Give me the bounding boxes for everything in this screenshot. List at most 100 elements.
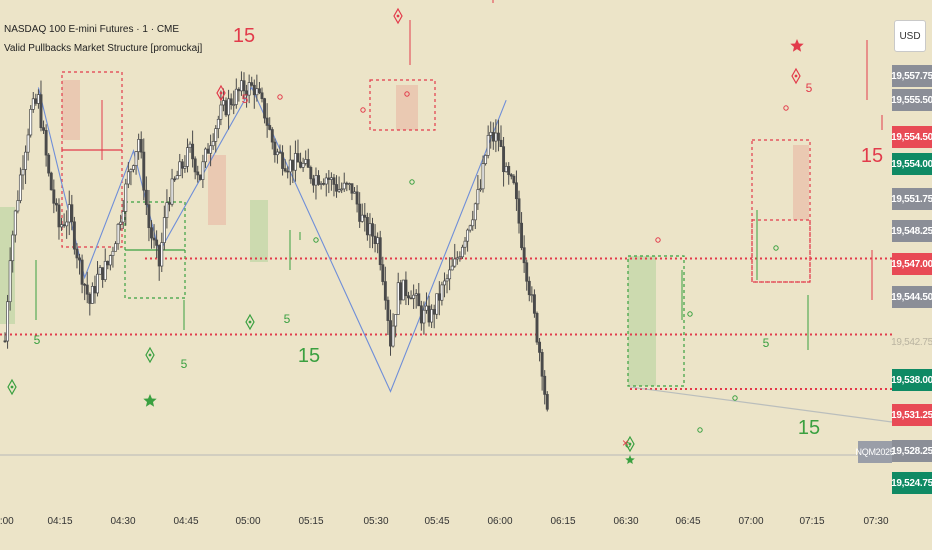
candle-body <box>381 264 385 282</box>
candle <box>540 348 544 391</box>
candle <box>268 117 272 131</box>
candle-body <box>54 202 58 206</box>
candle <box>129 168 133 186</box>
candle <box>196 165 200 183</box>
candle-body <box>232 104 236 106</box>
candle <box>247 74 251 104</box>
candle-body <box>461 246 464 258</box>
candle <box>168 197 171 212</box>
candle-body <box>227 98 231 116</box>
candle-body <box>116 223 120 245</box>
currency-selector[interactable]: USD <box>894 20 926 52</box>
candle <box>60 217 63 231</box>
pivot-diamond-dot <box>10 385 14 389</box>
price-tag: 19,554.50 <box>891 126 932 148</box>
candle-body <box>173 178 177 181</box>
time-label: 05:00 <box>235 516 261 527</box>
candle-body <box>78 257 81 261</box>
time-label: 05:30 <box>363 516 389 527</box>
candle-body <box>273 141 277 156</box>
candle-body <box>175 175 179 180</box>
candle <box>509 173 513 180</box>
price-tag: 19,528.25 <box>891 440 932 462</box>
candle <box>448 257 452 291</box>
candle-body <box>18 174 22 201</box>
symbol-legend[interactable]: NASDAQ 100 E-mini Futures · 1 · CME <box>4 24 180 35</box>
candle-body <box>378 237 382 266</box>
annotation-label: 15 <box>861 145 883 167</box>
candle-body <box>214 128 218 142</box>
candle <box>75 243 79 269</box>
candle-body <box>160 242 164 267</box>
candle <box>545 391 549 412</box>
candle <box>293 140 297 182</box>
candle-body <box>299 161 303 168</box>
candle <box>484 154 488 166</box>
candle-body <box>445 278 449 282</box>
candle <box>121 199 125 229</box>
candle-body <box>353 191 356 194</box>
candle <box>103 248 107 282</box>
candle-body <box>360 214 364 222</box>
candle-body <box>124 183 128 212</box>
candle-body <box>239 80 243 92</box>
candle-body <box>540 352 544 377</box>
signal-dot <box>409 179 415 185</box>
candle-body <box>535 312 539 343</box>
candle-body <box>365 217 369 236</box>
pullback-zone <box>62 80 80 140</box>
candle <box>234 78 238 109</box>
candle <box>245 84 249 108</box>
candle-body <box>422 309 426 324</box>
candle-body <box>358 203 362 222</box>
candle <box>119 214 123 231</box>
candle-body <box>532 294 536 314</box>
candle <box>430 304 434 328</box>
candle-body <box>88 293 92 304</box>
candle <box>278 144 282 155</box>
candle-body <box>394 314 398 327</box>
annotation-label: 15 <box>298 345 320 367</box>
candle-body <box>165 202 169 218</box>
signal-dot <box>313 237 319 243</box>
candle <box>507 162 511 185</box>
annotation-label: 15 <box>233 25 255 47</box>
candle-body <box>281 152 285 169</box>
candle <box>407 291 410 306</box>
candle <box>170 168 174 207</box>
candle <box>263 97 267 124</box>
candle <box>137 133 141 160</box>
candle <box>286 166 290 179</box>
candle <box>98 265 102 275</box>
pivot-diamond-dot <box>248 320 252 324</box>
candle-body <box>296 153 300 163</box>
candle-body <box>265 117 269 126</box>
candle <box>96 261 99 297</box>
candle-body <box>72 221 76 250</box>
candle <box>209 134 213 167</box>
candle <box>93 275 97 304</box>
candle <box>535 311 539 345</box>
pivot-diamond-dot <box>628 442 632 446</box>
candle <box>204 147 207 168</box>
candle <box>152 224 156 249</box>
candle <box>191 130 195 168</box>
candle-body <box>134 151 138 166</box>
price-tag: 19,555.50 <box>891 89 932 111</box>
indicator-legend[interactable]: Valid Pullbacks Market Structure [promuc… <box>4 43 203 54</box>
candle-body <box>301 163 305 168</box>
candle <box>476 175 480 210</box>
candle-body <box>435 293 439 315</box>
candle <box>299 152 303 169</box>
candle-body <box>26 134 30 153</box>
candle <box>355 185 359 213</box>
candle-body <box>62 224 66 227</box>
candle <box>389 309 392 356</box>
candle-body <box>211 141 215 147</box>
candle-body <box>98 267 102 275</box>
candle-body <box>162 217 166 243</box>
candle-body <box>119 221 123 225</box>
candle-body <box>427 305 431 323</box>
